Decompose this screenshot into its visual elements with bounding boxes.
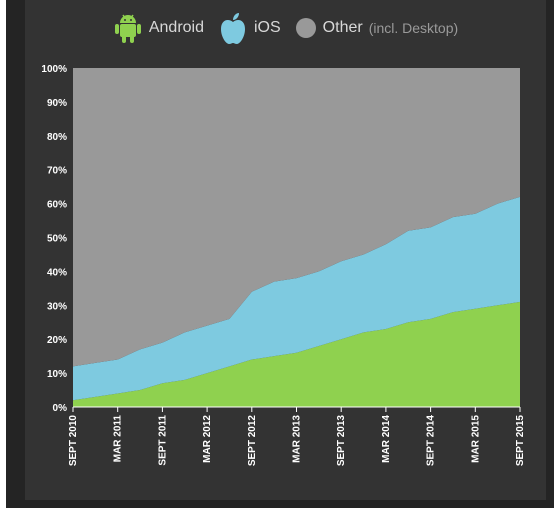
x-tick-label: SEPT 2010 <box>68 415 79 467</box>
legend-item-other: Other (incl. Desktop) <box>295 17 458 39</box>
x-tick-label: SEPT 2011 <box>157 415 168 466</box>
x-tick-label: MAR 2014 <box>381 415 392 463</box>
y-tick-label: 40% <box>47 267 67 278</box>
y-tick-label: 80% <box>47 132 67 143</box>
legend-item-ios: iOS <box>218 11 281 45</box>
x-tick-label: MAR 2013 <box>292 415 303 463</box>
legend-label-other-suffix: (incl. Desktop) <box>368 20 459 36</box>
x-tick-label: MAR 2015 <box>470 415 481 463</box>
legend-label-android: Android <box>148 19 204 36</box>
y-tick-label: 10% <box>47 369 67 380</box>
legend-label-other: Other <box>322 19 363 36</box>
apple-icon <box>221 13 245 44</box>
x-tick-label: SEPT 2014 <box>426 415 437 467</box>
x-tick-label: SEPT 2013 <box>336 415 347 467</box>
x-tick-label: MAR 2011 <box>113 415 124 463</box>
y-tick-label: 90% <box>47 98 67 109</box>
area-ios <box>73 196 520 401</box>
y-tick-label: 30% <box>47 301 67 312</box>
y-tick-label: 100% <box>41 64 67 75</box>
y-tick-label: 60% <box>47 200 67 211</box>
area-other <box>73 68 520 367</box>
legend-item-android: Android <box>113 11 204 45</box>
y-tick-label: 50% <box>47 234 67 245</box>
y-tick-label: 20% <box>47 335 67 346</box>
x-tick-label: SEPT 2015 <box>515 415 526 467</box>
x-tick-label: MAR 2012 <box>202 415 213 463</box>
y-tick-label: 70% <box>47 166 67 177</box>
area-android <box>73 301 520 407</box>
y-tick-label: 0% <box>53 403 68 414</box>
legend: Android iOS Other (incl. Desktop) <box>25 8 546 48</box>
x-tick-label: SEPT 2012 <box>247 415 258 467</box>
legend-label-ios: iOS <box>254 19 281 36</box>
circle-icon <box>295 18 316 38</box>
android-icon <box>114 14 141 43</box>
